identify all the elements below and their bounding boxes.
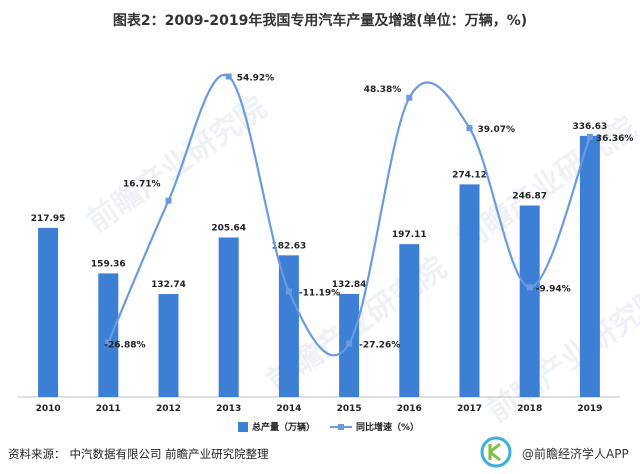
- chart-title-main: 图表2：2009-2019年我国专用汽车产量及增速: [112, 13, 417, 29]
- line-point-2016: [406, 94, 413, 101]
- x-tick-2014: 2014: [276, 404, 301, 414]
- line-point-2014: [285, 288, 292, 295]
- bar-2013: [218, 237, 239, 397]
- chart-title-unit: (单位：万辆，%): [416, 13, 528, 29]
- line-label-2015: -27.26%: [359, 341, 400, 351]
- bar-2010: [38, 227, 59, 397]
- brand-text: @前瞻经济学人APP: [522, 447, 629, 461]
- legend-line-marker: [338, 424, 344, 430]
- bar-label-2013: 205.64: [211, 223, 246, 233]
- x-tick-2016: 2016: [397, 404, 422, 414]
- x-tick-2011: 2011: [96, 404, 121, 414]
- line-point-2013: [225, 73, 232, 80]
- x-tick-2010: 2010: [36, 404, 61, 414]
- source-text: 中汽数据有限公司 前瞻产业研究院整理: [69, 447, 269, 461]
- line-label-2016: 48.38%: [364, 85, 402, 95]
- bar-label-2015: 132.84: [332, 280, 367, 290]
- line-label-2013: 54.92%: [237, 74, 275, 84]
- x-tick-2013: 2013: [216, 404, 241, 414]
- legend-bar-swatch: [238, 422, 248, 432]
- legend-line-label: 同比增速（%）: [356, 421, 419, 433]
- bar-2016: [399, 244, 420, 397]
- x-tick-2015: 2015: [337, 404, 362, 414]
- bar-label-2012: 132.74: [151, 280, 186, 290]
- bar-2011: [98, 273, 119, 397]
- legend-bar-label: 总产量（万辆）: [252, 421, 315, 433]
- line-point-2012: [165, 197, 172, 204]
- bar-2019: [579, 135, 600, 398]
- bar-label-2019: 336.63: [573, 122, 608, 132]
- line-label-2011: -26.88%: [104, 340, 145, 350]
- bar-label-2018: 246.87: [512, 192, 547, 202]
- bar-label-2017: 274.12: [452, 170, 487, 180]
- line-label-2012: 16.71%: [123, 180, 161, 190]
- chart-title: 图表2：2009-2019年我国专用汽车产量及增速(单位：万辆，%): [0, 10, 640, 30]
- line-label-2018: -9.94%: [536, 284, 571, 294]
- line-point-2018: [526, 284, 533, 291]
- line-point-2019: [586, 133, 593, 140]
- bar-label-2014: 182.63: [272, 241, 307, 251]
- bar-label-2010: 217.95: [31, 214, 66, 224]
- x-tick-2017: 2017: [457, 404, 482, 414]
- bar-2012: [158, 294, 179, 397]
- line-label-2019: 36.36%: [596, 134, 634, 144]
- brand-footer: @前瞻经济学人APP: [476, 434, 636, 470]
- bar-label-2011: 159.36: [91, 259, 126, 269]
- line-label-2017: 39.07%: [478, 125, 516, 135]
- x-tick-2019: 2019: [577, 404, 602, 414]
- bar-2017: [459, 184, 480, 397]
- line-point-2015: [346, 340, 353, 347]
- bar-2018: [519, 205, 540, 397]
- line-point-2017: [466, 125, 473, 132]
- source-note: 资料来源： 中汽数据有限公司 前瞻产业研究院整理: [8, 446, 273, 462]
- bar-2014: [278, 255, 299, 397]
- line-point-2011: [105, 339, 112, 346]
- x-tick-2012: 2012: [156, 404, 181, 414]
- brand-logo-icon: [480, 436, 512, 468]
- source-label: 资料来源：: [8, 447, 66, 461]
- line-label-2014: -11.19%: [299, 288, 340, 298]
- bar-label-2016: 197.11: [392, 230, 427, 240]
- x-tick-2018: 2018: [517, 404, 542, 414]
